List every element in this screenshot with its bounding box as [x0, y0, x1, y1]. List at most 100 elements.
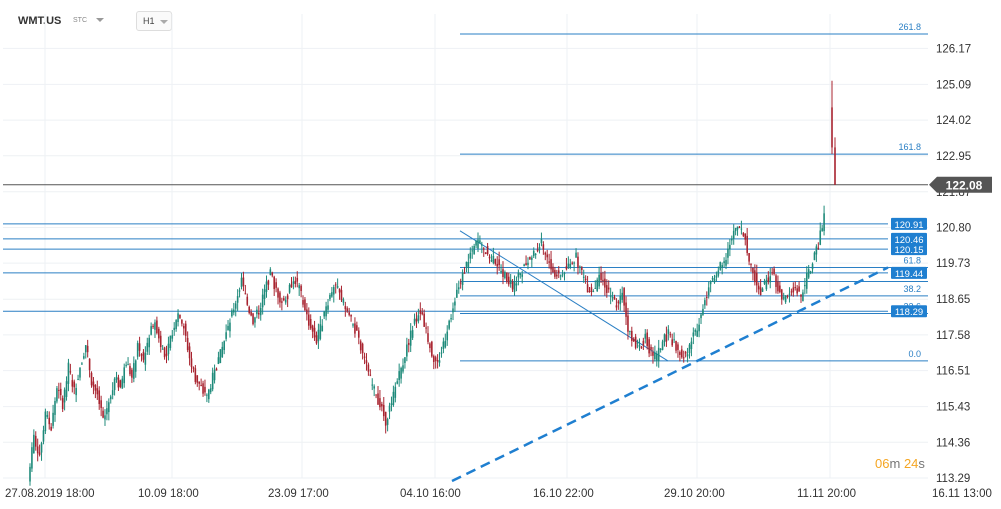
candle [246, 293, 249, 307]
candle-body [131, 369, 133, 378]
candle [233, 302, 235, 316]
candle-body [208, 389, 210, 400]
candle [502, 261, 504, 285]
level-price-badge: 118.29 [891, 305, 927, 318]
candle-body [79, 367, 81, 378]
candle [427, 326, 429, 345]
level-badge-bg [891, 243, 927, 256]
candle-body [607, 287, 610, 290]
candle-body [31, 447, 33, 469]
candle-body [796, 288, 798, 294]
candle-body [582, 276, 585, 278]
price-tick-label: 122.95 [936, 151, 971, 163]
candle-body [65, 381, 68, 397]
candle-body [592, 291, 595, 293]
candle [259, 302, 262, 321]
candle-body [104, 415, 106, 420]
candle [636, 339, 639, 349]
candle [111, 382, 114, 400]
candle [256, 306, 258, 319]
candle-body [294, 280, 297, 284]
candle-body [471, 250, 474, 252]
candle [542, 241, 545, 255]
candle-body [634, 336, 637, 348]
candle-body [382, 404, 385, 417]
fib-label: 38.2 [903, 284, 921, 294]
candle [279, 290, 281, 308]
feed-dropdown-icon[interactable] [96, 18, 104, 22]
candle-body [421, 312, 424, 315]
candle [623, 287, 625, 313]
candle [359, 339, 362, 354]
candle-body [361, 343, 364, 354]
fib-label: 261.8 [898, 22, 921, 32]
price-tick-label: 118.65 [936, 294, 970, 306]
timeframe-value: H1 [143, 16, 155, 26]
candle-body [194, 368, 197, 382]
candle [707, 281, 710, 299]
price-tick-label: 113.29 [936, 473, 970, 485]
price-tick-label: 117.58 [936, 330, 970, 342]
candle [40, 441, 43, 461]
candle [454, 297, 456, 312]
candle [782, 292, 785, 301]
candle-body [819, 230, 822, 245]
candle-body [598, 274, 600, 287]
candle [538, 243, 541, 254]
candle-body [606, 285, 608, 293]
time-tick-label: 29.10 20:00 [664, 488, 725, 500]
candle [282, 295, 285, 302]
candle-body [134, 360, 137, 372]
candle [319, 316, 322, 341]
symbol-label[interactable]: WMT.US [18, 15, 62, 27]
candle-body [413, 318, 416, 324]
candle-body [729, 244, 731, 250]
level-badge-text: 118.29 [895, 307, 923, 318]
candle-body [532, 250, 535, 257]
candle-body [54, 400, 56, 415]
candle-body [684, 352, 687, 354]
candle [550, 250, 552, 275]
candle-body [334, 284, 337, 286]
candle [588, 287, 591, 293]
candle [759, 279, 762, 296]
candle [90, 371, 93, 388]
candle [138, 336, 141, 357]
candle-body [823, 213, 825, 232]
candle [656, 350, 658, 367]
candle-body [127, 364, 129, 366]
candle [284, 296, 287, 305]
candle [36, 438, 39, 462]
candle [338, 288, 341, 300]
candle [777, 275, 779, 294]
candle [183, 323, 185, 336]
candle-body [763, 281, 766, 284]
current-price-text: 122.08 [946, 178, 983, 192]
candle-body [223, 341, 225, 351]
fib-label: 61.8 [903, 256, 921, 266]
candle-body [108, 402, 110, 413]
candle-body [398, 371, 400, 381]
candle [369, 369, 372, 377]
chevron-down-icon [160, 20, 168, 24]
candle [425, 322, 427, 334]
price-tick-label: 120.80 [936, 222, 971, 234]
candle [133, 356, 135, 383]
candle [596, 277, 598, 292]
feed-label[interactable]: STC [73, 17, 87, 24]
candle [509, 273, 512, 288]
candle-body [477, 239, 479, 249]
candle-body [177, 313, 179, 322]
candle-body [238, 290, 241, 292]
candle-body [640, 346, 643, 349]
candle [209, 384, 212, 395]
candle [625, 296, 627, 326]
candle-body [727, 248, 729, 258]
candle [557, 266, 560, 279]
candle-body [775, 275, 777, 287]
candle [661, 339, 664, 351]
candle-body [419, 310, 422, 314]
candle [204, 379, 206, 396]
candle [386, 417, 389, 432]
